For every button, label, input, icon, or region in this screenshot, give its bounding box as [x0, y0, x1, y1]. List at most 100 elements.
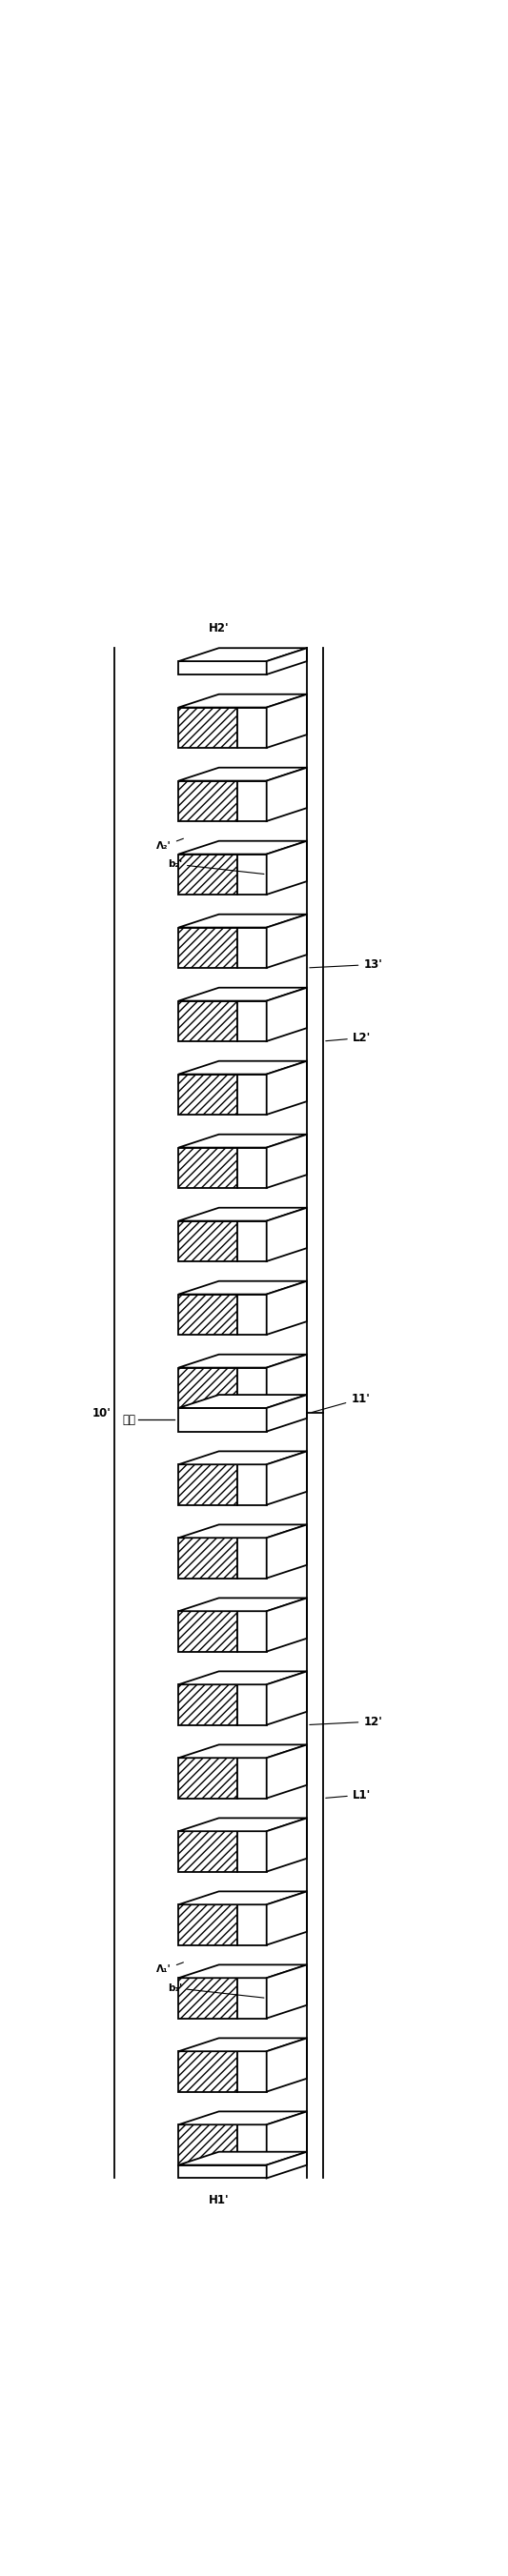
- Polygon shape: [178, 708, 237, 747]
- Polygon shape: [267, 1133, 307, 1188]
- Polygon shape: [178, 1280, 307, 1293]
- Text: b₂': b₂': [168, 860, 264, 873]
- Polygon shape: [178, 781, 237, 822]
- Text: Λ₁': Λ₁': [156, 1963, 183, 1973]
- Polygon shape: [267, 768, 307, 822]
- Polygon shape: [237, 1293, 267, 1334]
- Text: 12': 12': [309, 1716, 383, 1728]
- Polygon shape: [178, 1221, 237, 1262]
- Polygon shape: [178, 696, 307, 708]
- Polygon shape: [237, 2050, 267, 2092]
- Polygon shape: [237, 1466, 267, 1504]
- Polygon shape: [178, 1208, 307, 1221]
- Polygon shape: [178, 1450, 307, 1466]
- Polygon shape: [267, 696, 307, 747]
- Polygon shape: [178, 914, 307, 927]
- Text: 13': 13': [309, 958, 383, 971]
- Polygon shape: [178, 1744, 307, 1757]
- Polygon shape: [178, 1685, 237, 1726]
- Polygon shape: [237, 1685, 267, 1726]
- Polygon shape: [178, 1538, 237, 1579]
- Polygon shape: [237, 2125, 267, 2164]
- Polygon shape: [237, 1002, 267, 1041]
- Polygon shape: [178, 2151, 307, 2164]
- Polygon shape: [178, 1757, 237, 1798]
- Text: 相移: 相移: [122, 1414, 136, 1427]
- Polygon shape: [178, 840, 307, 855]
- Polygon shape: [178, 987, 307, 1002]
- Polygon shape: [178, 1293, 237, 1334]
- Polygon shape: [267, 1965, 307, 2017]
- Polygon shape: [178, 1610, 237, 1651]
- Polygon shape: [237, 1978, 267, 2017]
- Polygon shape: [178, 1133, 307, 1146]
- Text: Λ₂': Λ₂': [156, 840, 183, 850]
- Polygon shape: [237, 927, 267, 969]
- Polygon shape: [178, 1394, 307, 1409]
- Polygon shape: [178, 1904, 237, 1945]
- Polygon shape: [267, 1450, 307, 1504]
- Polygon shape: [178, 1891, 307, 1904]
- Polygon shape: [237, 1074, 267, 1115]
- Polygon shape: [267, 2151, 307, 2179]
- Polygon shape: [237, 855, 267, 894]
- Polygon shape: [237, 1368, 267, 1409]
- Polygon shape: [267, 649, 307, 675]
- Polygon shape: [237, 1146, 267, 1188]
- Polygon shape: [237, 1538, 267, 1579]
- Polygon shape: [267, 2112, 307, 2164]
- Polygon shape: [178, 1965, 307, 1978]
- Polygon shape: [237, 1832, 267, 1873]
- Polygon shape: [267, 1597, 307, 1651]
- Polygon shape: [178, 855, 237, 894]
- Polygon shape: [178, 1146, 237, 1188]
- Polygon shape: [267, 1394, 307, 1432]
- Polygon shape: [178, 649, 307, 662]
- Polygon shape: [178, 662, 267, 675]
- Polygon shape: [178, 927, 237, 969]
- Polygon shape: [267, 1208, 307, 1262]
- Polygon shape: [267, 1819, 307, 1873]
- Polygon shape: [237, 1904, 267, 1945]
- Polygon shape: [237, 781, 267, 822]
- Polygon shape: [267, 1525, 307, 1579]
- Polygon shape: [237, 708, 267, 747]
- Polygon shape: [178, 1978, 237, 2017]
- Polygon shape: [178, 2112, 307, 2125]
- Polygon shape: [178, 1672, 307, 1685]
- Polygon shape: [178, 1832, 237, 1873]
- Polygon shape: [178, 1409, 267, 1432]
- Text: H2': H2': [209, 623, 229, 634]
- Polygon shape: [267, 1355, 307, 1409]
- Text: H1': H1': [209, 2195, 229, 2208]
- Polygon shape: [178, 768, 307, 781]
- Polygon shape: [267, 1280, 307, 1334]
- Polygon shape: [178, 2164, 267, 2179]
- Polygon shape: [178, 2125, 237, 2164]
- Polygon shape: [237, 1221, 267, 1262]
- Polygon shape: [237, 1757, 267, 1798]
- Polygon shape: [178, 2050, 237, 2092]
- Polygon shape: [178, 1597, 307, 1610]
- Polygon shape: [267, 1672, 307, 1726]
- Polygon shape: [267, 987, 307, 1041]
- Text: b₁': b₁': [168, 1984, 264, 1999]
- Text: L2': L2': [326, 1030, 371, 1043]
- Text: 11': 11': [312, 1394, 370, 1412]
- Text: L1': L1': [326, 1788, 371, 1801]
- Polygon shape: [178, 1002, 237, 1041]
- Polygon shape: [237, 1610, 267, 1651]
- Text: 10': 10': [92, 1406, 111, 1419]
- Polygon shape: [178, 1074, 237, 1115]
- Polygon shape: [267, 1061, 307, 1115]
- Polygon shape: [178, 1368, 237, 1409]
- Polygon shape: [178, 2038, 307, 2050]
- Polygon shape: [267, 1891, 307, 1945]
- Polygon shape: [178, 1355, 307, 1368]
- Polygon shape: [178, 1819, 307, 1832]
- Polygon shape: [178, 1061, 307, 1074]
- Polygon shape: [267, 840, 307, 894]
- Polygon shape: [178, 1525, 307, 1538]
- Polygon shape: [267, 2038, 307, 2092]
- Polygon shape: [267, 1744, 307, 1798]
